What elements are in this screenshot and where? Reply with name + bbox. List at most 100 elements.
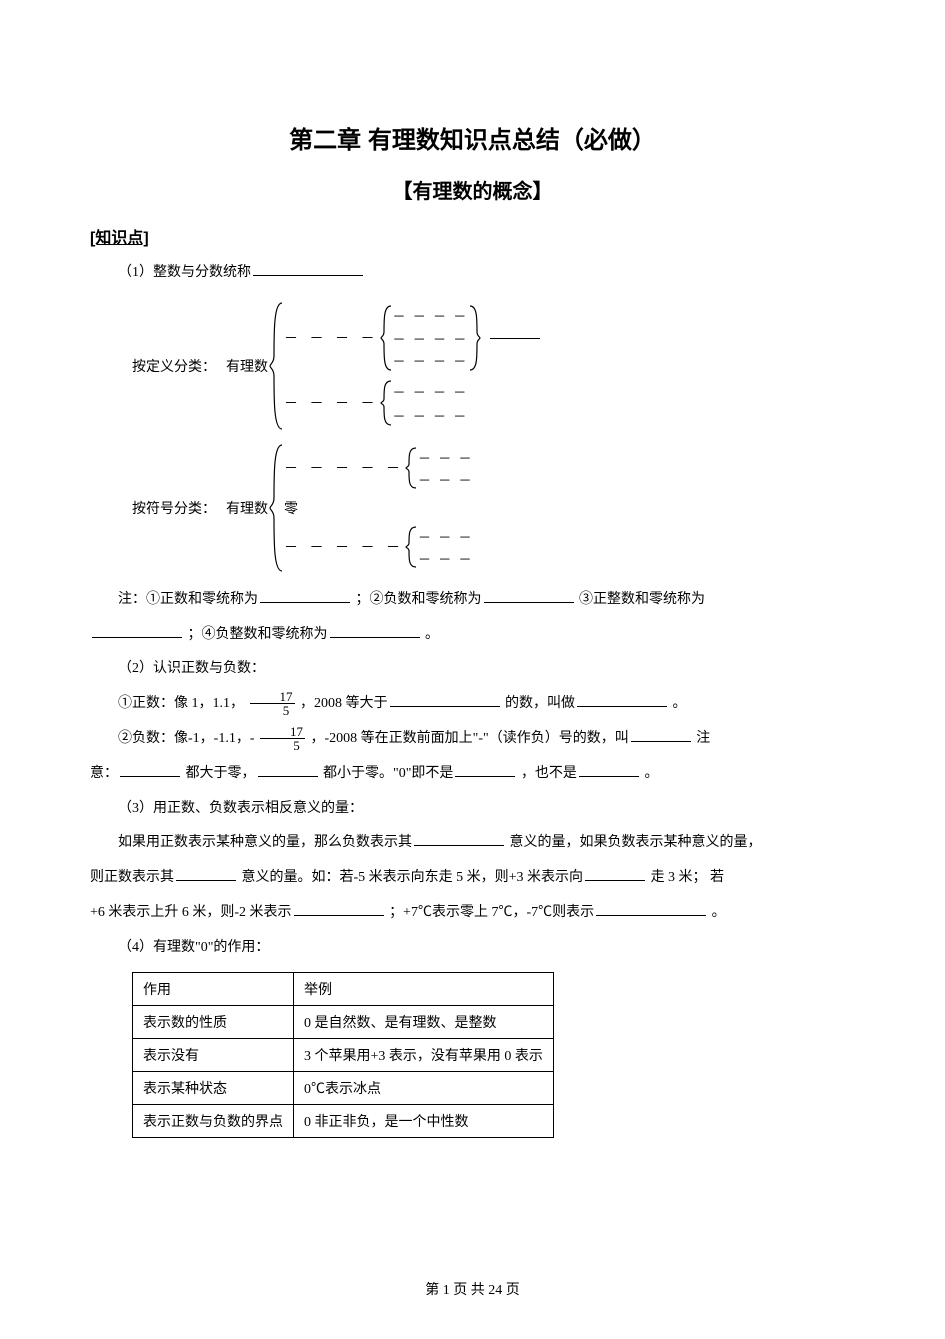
table-cell: 表示正数与负数的界点	[133, 1104, 294, 1137]
dash: － － －	[418, 470, 474, 489]
brace-icon	[379, 379, 393, 427]
zero-label: 零	[284, 502, 298, 517]
fraction-den: 5	[250, 704, 295, 717]
blank	[258, 762, 318, 777]
p3b-mid2: 走 3 米； 若	[651, 870, 725, 885]
paragraph-1: （1）整数与分数统称	[90, 258, 855, 289]
brace-icon	[268, 301, 284, 431]
table-row: 表示数的性质 0 是自然数、是有理数、是整数	[133, 1005, 554, 1038]
branch-bottom: － － － － － － － － － － － －	[284, 379, 540, 427]
p3b-pre: 则正数表示其	[90, 870, 174, 885]
sign-branches: － － － － － － － － － － － 零 － － － － －	[284, 443, 474, 573]
classify1-label: 按定义分类：	[132, 356, 216, 376]
paragraph-2b: ②负数：像-1，-1.1，- 17 5 ，-2008 等在正数前面加上"-"（读…	[90, 724, 855, 755]
blank	[390, 692, 500, 707]
dash: － － － －	[393, 306, 469, 325]
blank	[120, 762, 180, 777]
table-row: 表示正数与负数的界点 0 非正非负，是一个中性数	[133, 1104, 554, 1137]
p3c-end: 。	[712, 905, 726, 920]
p2b-pre: ②负数：像-1，-1.1，-	[118, 731, 255, 746]
blank	[490, 338, 540, 339]
table-cell: 0 是自然数、是有理数、是整数	[294, 1005, 554, 1038]
branch-zero: 零	[284, 498, 474, 518]
blank	[260, 588, 350, 603]
table-cell: 表示没有	[133, 1038, 294, 1071]
table-cell: 0℃表示冰点	[294, 1071, 554, 1104]
p3a-pre: 如果用正数表示某种意义的量，那么负数表示其	[118, 835, 412, 850]
p2c-3: ，也不是	[521, 766, 577, 781]
p3a-mid: 意义的量，如果负数表示某种意义的量，	[510, 835, 762, 850]
branch-top-items: － － － － － － － － － － － －	[393, 304, 469, 372]
p2b-end: 注	[696, 731, 710, 746]
note-line-1: 注：①正数和零统称为 ；②负数和零统称为 ③正整数和零统称为	[90, 585, 855, 616]
branch-positive: － － － － － － － － － － －	[284, 446, 474, 490]
fraction-num: 17	[260, 725, 305, 739]
blank	[294, 901, 384, 916]
table-cell: 表示某种状态	[133, 1071, 294, 1104]
table-header: 作用	[133, 972, 294, 1005]
brace-icon	[404, 446, 418, 490]
branch-top: － － － － － － － － － － － － － － － －	[284, 304, 540, 372]
page-subtitle: 【有理数的概念】	[90, 175, 855, 204]
blank	[414, 831, 504, 846]
table-row: 表示没有 3 个苹果用+3 表示，没有苹果用 0 表示	[133, 1038, 554, 1071]
note-end: 。	[425, 627, 439, 642]
note4: ；④负整数和零统称为	[188, 627, 328, 642]
blank	[484, 588, 574, 603]
brace-icon	[268, 443, 284, 573]
dash: － － － －	[393, 382, 469, 401]
paragraph-3c: +6 米表示上升 6 米，则-2 米表示 ；+7℃表示零上 7℃，-7℃则表示 …	[90, 898, 855, 929]
p1-text: （1）整数与分数统称	[118, 265, 251, 280]
p2c-1: 都大于零，	[186, 766, 256, 781]
dash: － － － －	[393, 329, 469, 348]
table-row: 表示某种状态 0℃表示冰点	[133, 1071, 554, 1104]
document-page: 第二章 有理数知识点总结（必做） 【有理数的概念】 [知识点] （1）整数与分数…	[0, 0, 945, 1339]
classify-sign: 按符号分类： 有理数 － － － － － － － － － － － 零	[132, 443, 855, 573]
fraction-num: 17	[250, 690, 295, 704]
rational-label: 有理数	[226, 498, 268, 518]
branch-positive-items: － － － － － －	[418, 446, 474, 490]
brace-icon	[468, 304, 482, 372]
table-header: 举例	[294, 972, 554, 1005]
dash: － － － －	[393, 406, 469, 425]
p2a-mid2: 的数，叫做	[505, 696, 575, 711]
fraction: 17 5	[250, 690, 295, 717]
blank	[585, 866, 645, 881]
paragraph-3: （3）用正数、负数表示相反意义的量：	[90, 794, 855, 825]
blank	[631, 727, 691, 742]
branch-bottom-items: － － － － － － － －	[393, 379, 469, 427]
table-cell: 3 个苹果用+3 表示，没有苹果用 0 表示	[294, 1038, 554, 1071]
p2a-end: 。	[673, 696, 687, 711]
blank	[253, 261, 363, 276]
paragraph-4: （4）有理数"0"的作用：	[90, 933, 855, 964]
p2c-2: 都小于零。"0"即不是	[323, 766, 453, 781]
dash: － － － － －	[284, 537, 404, 557]
classify2-label: 按符号分类：	[132, 498, 216, 518]
p3c-pre: +6 米表示上升 6 米，则-2 米表示	[90, 905, 292, 920]
blank	[92, 623, 182, 638]
table-row: 作用 举例	[133, 972, 554, 1005]
blank	[579, 762, 639, 777]
dash: － － － －	[393, 351, 469, 370]
paragraph-2c: 意： 都大于零， 都小于零。"0"即不是 ，也不是 。	[90, 759, 855, 790]
branch-negative-items: － － － － － －	[418, 525, 474, 569]
dash: － － － －	[284, 393, 379, 413]
fraction: 17 5	[260, 725, 305, 752]
p2c-pre: 意：	[90, 766, 118, 781]
zero-role-table: 作用 举例 表示数的性质 0 是自然数、是有理数、是整数 表示没有 3 个苹果用…	[132, 972, 554, 1138]
page-title: 第二章 有理数知识点总结（必做）	[90, 120, 855, 155]
brace-icon	[404, 525, 418, 569]
dash: － － －	[418, 448, 474, 467]
blank	[596, 901, 706, 916]
note2: ；②负数和零统称为	[356, 592, 482, 607]
p3b-mid: 意义的量。如：若-5 米表示向东走 5 米，则+3 米表示向	[242, 870, 584, 885]
note-line-2: ；④负整数和零统称为 。	[90, 620, 855, 651]
table-cell: 表示数的性质	[133, 1005, 294, 1038]
paragraph-3a: 如果用正数表示某种意义的量，那么负数表示其 意义的量，如果负数表示某种意义的量，	[90, 828, 855, 859]
paragraph-2a: ①正数：像 1，1.1， 17 5 ，2008 等大于 的数，叫做 。	[90, 689, 855, 720]
page-footer: 第 1 页 共 24 页	[0, 1279, 945, 1299]
p2a-mid: ，2008 等大于	[300, 696, 388, 711]
p3c-mid: ；+7℃表示零上 7℃，-7℃则表示	[389, 905, 594, 920]
note3: ③正整数和零统称为	[579, 592, 705, 607]
note-prefix: 注：①正数和零统称为	[118, 592, 258, 607]
